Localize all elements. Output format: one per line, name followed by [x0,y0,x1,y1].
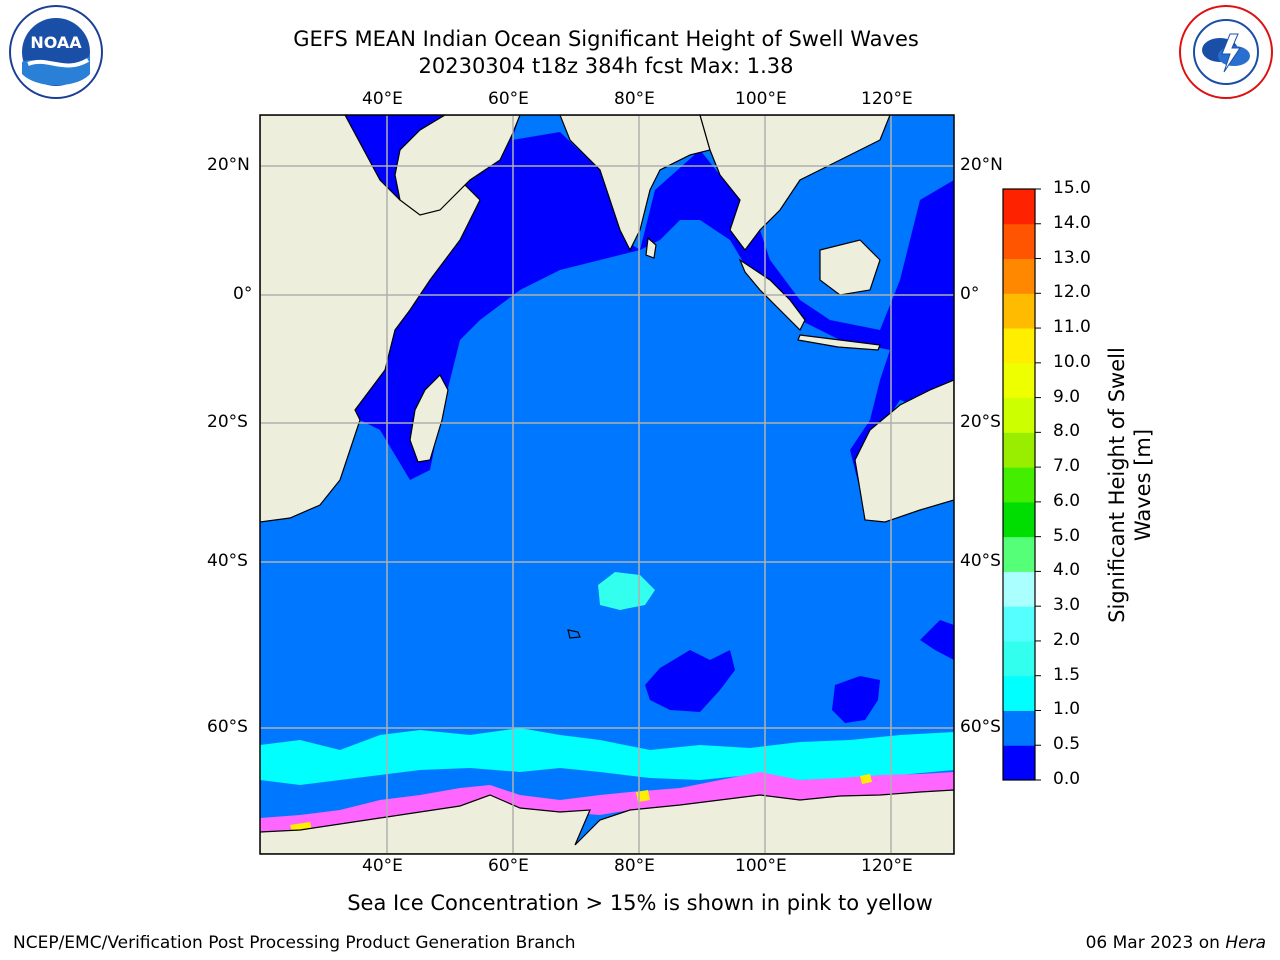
lon-tick-top: 80°E [614,89,655,109]
colorbar-segment [1003,536,1035,572]
footer-credit: NCEP/EMC/Verification Post Processing Pr… [13,933,576,953]
lon-tick-top: 40°E [362,89,403,109]
lon-tick-bottom: 60°E [488,856,529,876]
colorbar-tick-label: 2.0 [1053,629,1081,650]
footer-host: Hera [1225,933,1266,953]
colorbar-segment [1003,189,1035,225]
lon-tick-top: 120°E [861,89,913,109]
land-java [797,334,881,351]
swell-patch-central [598,572,655,610]
sea-ice-edge [260,772,954,832]
footer-date-text: 06 Mar 2023 on [1085,933,1226,953]
lat-tick-left: 0° [233,284,253,304]
colorbar-segment [1003,362,1035,399]
colorbar-tick-label: 6.0 [1053,490,1081,511]
colorbar-frame [1002,188,1036,781]
lat-tick-right: 0° [960,284,980,304]
colorbar-segment [1003,397,1035,433]
lat-tick-right: 20°S [960,412,1001,432]
colorbar-tick-label: 12.0 [1053,282,1091,303]
colorbar-segment [1003,467,1035,503]
colorbar-segment [1003,432,1035,468]
sea-ice-yellow-2 [636,790,650,802]
colorbar-segment [1003,328,1035,364]
colorbar-segment [1003,745,1035,781]
chart-subtitle: 20230304 t18z 384h fcst Max: 1.38 [418,54,794,78]
colorbar-segment [1003,258,1035,294]
lon-tick-bottom: 100°E [735,856,787,876]
land-southeast-asia [699,115,891,251]
land-borneo [819,239,881,296]
footer-date: 06 Mar 2023 on Hera [1086,933,1266,953]
lat-tick-left: 20°N [207,155,250,175]
low-swell-south-indian-3 [920,620,954,660]
colorbar-tick-label: 11.0 [1053,317,1091,338]
lat-tick-left: 40°S [207,551,248,571]
colorbar-tick-label: 0.5 [1053,734,1081,755]
lat-tick-left: 20°S [207,412,248,432]
land-kerguelen [567,629,581,639]
map-frame [259,114,955,855]
colorbar [1003,188,1041,781]
low-swell-south-indian-2 [832,676,880,723]
colorbar-tick-label: 5.0 [1053,525,1081,546]
colorbar-segment [1003,640,1035,677]
colorbar-tick-label: 8.0 [1053,421,1081,442]
swell-band-southern [260,728,954,785]
colorbar-segment [1003,606,1035,642]
colorbar-tick-label: 13.0 [1053,247,1091,268]
lon-tick-bottom: 120°E [861,856,913,876]
colorbar-segment [1003,223,1035,260]
colorbar-segment [1003,293,1035,329]
lon-tick-top: 60°E [488,89,529,109]
colorbar-tick-label: 14.0 [1053,212,1091,233]
noaa-logo: NOAA [8,4,104,100]
lat-tick-left: 60°S [207,717,248,737]
colorbar-segment [1003,675,1035,711]
colorbar-tick-label: 1.5 [1053,664,1081,685]
chart-title: GEFS MEAN Indian Ocean Significant Heigh… [293,27,919,51]
graticule [260,115,954,854]
lat-tick-right: 60°S [960,717,1001,737]
land-antarctica [260,789,954,854]
land-madagascar [409,374,449,463]
lat-tick-right: 40°S [960,551,1001,571]
colorbar-tick-label: 10.0 [1053,351,1091,372]
colorbar-segment [1003,501,1035,538]
colorbar-segment [1003,710,1035,746]
low-swell-arabian-sea [345,115,954,490]
lat-tick-right: 20°N [960,155,1003,175]
low-swell-south-indian-1 [645,650,735,712]
lon-tick-top: 100°E [735,89,787,109]
colorbar-segment [1003,571,1035,607]
land-australia [854,379,954,523]
nws-logo [1178,4,1274,100]
colorbar-tick-label: 0.0 [1053,769,1081,789]
colorbar-title: Significant Height of Swell Waves [m] [1105,347,1155,623]
colorbar-tick-label: 1.0 [1053,699,1081,720]
lon-tick-bottom: 40°E [362,856,403,876]
sea-ice-yellow-3 [860,774,872,784]
colorbar-tick-label: 15.0 [1053,178,1091,198]
sea-ice-note: Sea Ice Concentration > 15% is shown in … [347,891,933,915]
lon-tick-bottom: 80°E [614,856,655,876]
noaa-logo-text: NOAA [30,33,82,52]
land-sri-lanka [645,236,657,259]
colorbar-tick-label: 7.0 [1053,456,1081,477]
colorbar-tick-label: 9.0 [1053,386,1081,407]
colorbar-tick-label: 4.0 [1053,560,1081,581]
colorbar-tick-label: 3.0 [1053,595,1081,616]
